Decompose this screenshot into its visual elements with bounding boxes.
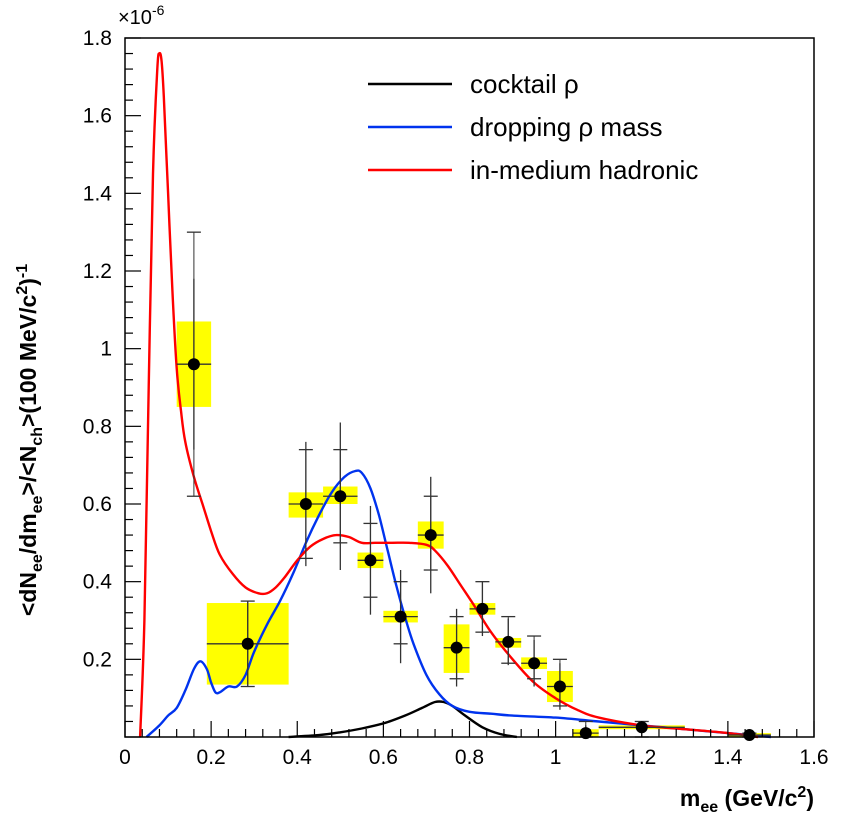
error-bars bbox=[176, 231, 771, 738]
data-point bbox=[743, 729, 756, 742]
data-point bbox=[364, 554, 377, 567]
y-tick-label: 1.6 bbox=[83, 105, 112, 128]
data-point bbox=[476, 602, 489, 615]
y-tick-label: 1.4 bbox=[83, 182, 113, 205]
y-tick-label: 0.4 bbox=[83, 571, 113, 594]
legend-label: cocktail ρ bbox=[470, 69, 579, 99]
y-exponent-power: -6 bbox=[152, 2, 165, 18]
legend: cocktail ρ dropping ρ mass in-medium hadro… bbox=[368, 69, 698, 185]
x-tick-label: 0.2 bbox=[197, 746, 226, 769]
data-point bbox=[334, 490, 347, 503]
y-exponent-base: ×10 bbox=[118, 7, 152, 29]
x-axis-title-sup: 2 bbox=[797, 784, 806, 801]
x-axis-title-close: ) bbox=[806, 785, 814, 811]
data-point bbox=[528, 657, 541, 670]
x-tick-label: 1.6 bbox=[799, 746, 828, 769]
data-point bbox=[394, 610, 407, 623]
data-point bbox=[502, 635, 515, 648]
legend-label: dropping ρ mass bbox=[470, 112, 663, 142]
x-tick-label: 0.8 bbox=[455, 746, 484, 769]
y-tick-label: 0.8 bbox=[83, 415, 112, 438]
x-tick-label: 1 bbox=[550, 746, 562, 769]
y-tick-label: 1 bbox=[100, 338, 112, 361]
y-axis-title-part: >/<N bbox=[15, 446, 41, 496]
data-point bbox=[187, 358, 200, 371]
y-exponent-label: ×10-6 bbox=[118, 2, 165, 29]
x-tick-label: 1.2 bbox=[627, 746, 656, 769]
y-axis-title-part: ee bbox=[29, 495, 46, 513]
y-tick-label: 0.6 bbox=[83, 493, 112, 516]
y-axis-title-part: -1 bbox=[14, 264, 31, 278]
y-axis-title-part: ch bbox=[29, 427, 46, 446]
data-point bbox=[241, 637, 254, 650]
y-axis-title-part: 2 bbox=[14, 286, 31, 295]
y-axis-title-part: ee bbox=[29, 554, 46, 572]
y-axis-title-part: <dN bbox=[15, 572, 41, 616]
x-axis-title-unit: (GeV/c bbox=[718, 785, 797, 811]
data-point bbox=[299, 498, 312, 510]
x-axis-title-main: m bbox=[680, 785, 700, 811]
data-point bbox=[553, 680, 566, 693]
y-tick-label: 1.2 bbox=[83, 260, 112, 283]
x-tick-label: 1.4 bbox=[713, 746, 743, 769]
x-tick-label: 0.6 bbox=[369, 746, 398, 769]
y-axis-title-part: ) bbox=[15, 278, 41, 286]
series-line-2 bbox=[138, 51, 759, 739]
data-point bbox=[424, 529, 437, 542]
x-tick-label: 0 bbox=[119, 746, 131, 769]
axis-ticks bbox=[124, 37, 815, 738]
theory-curves bbox=[138, 51, 772, 739]
y-tick-labels: 0.2 0.4 0.6 0.8 1 1.2 1.4 1.6 1.8 bbox=[83, 27, 113, 671]
y-tick-label: 1.8 bbox=[83, 27, 112, 50]
series-line-0 bbox=[288, 700, 518, 739]
data-point bbox=[579, 727, 592, 740]
x-axis-title: mee (GeV/c2) bbox=[680, 784, 814, 816]
x-tick-label: 0.4 bbox=[283, 746, 313, 769]
series-line-1 bbox=[145, 469, 772, 739]
y-tick-label: 0.2 bbox=[83, 648, 112, 671]
y-axis-title-part: /dm bbox=[15, 513, 41, 554]
systematic-error-boxes bbox=[176, 321, 771, 737]
y-axis-title-part: >(100 MeV/c bbox=[15, 294, 41, 427]
data-point bbox=[450, 641, 463, 654]
x-axis-title-sub: ee bbox=[700, 799, 718, 816]
y-axis-title: <dNee/dmee>/<Nch>(100 MeV/c2)-1 bbox=[14, 264, 46, 616]
legend-label: in-medium hadronic bbox=[470, 155, 698, 185]
x-tick-labels: 0 0.2 0.4 0.6 0.8 1 1.2 1.4 1.6 bbox=[119, 746, 828, 769]
